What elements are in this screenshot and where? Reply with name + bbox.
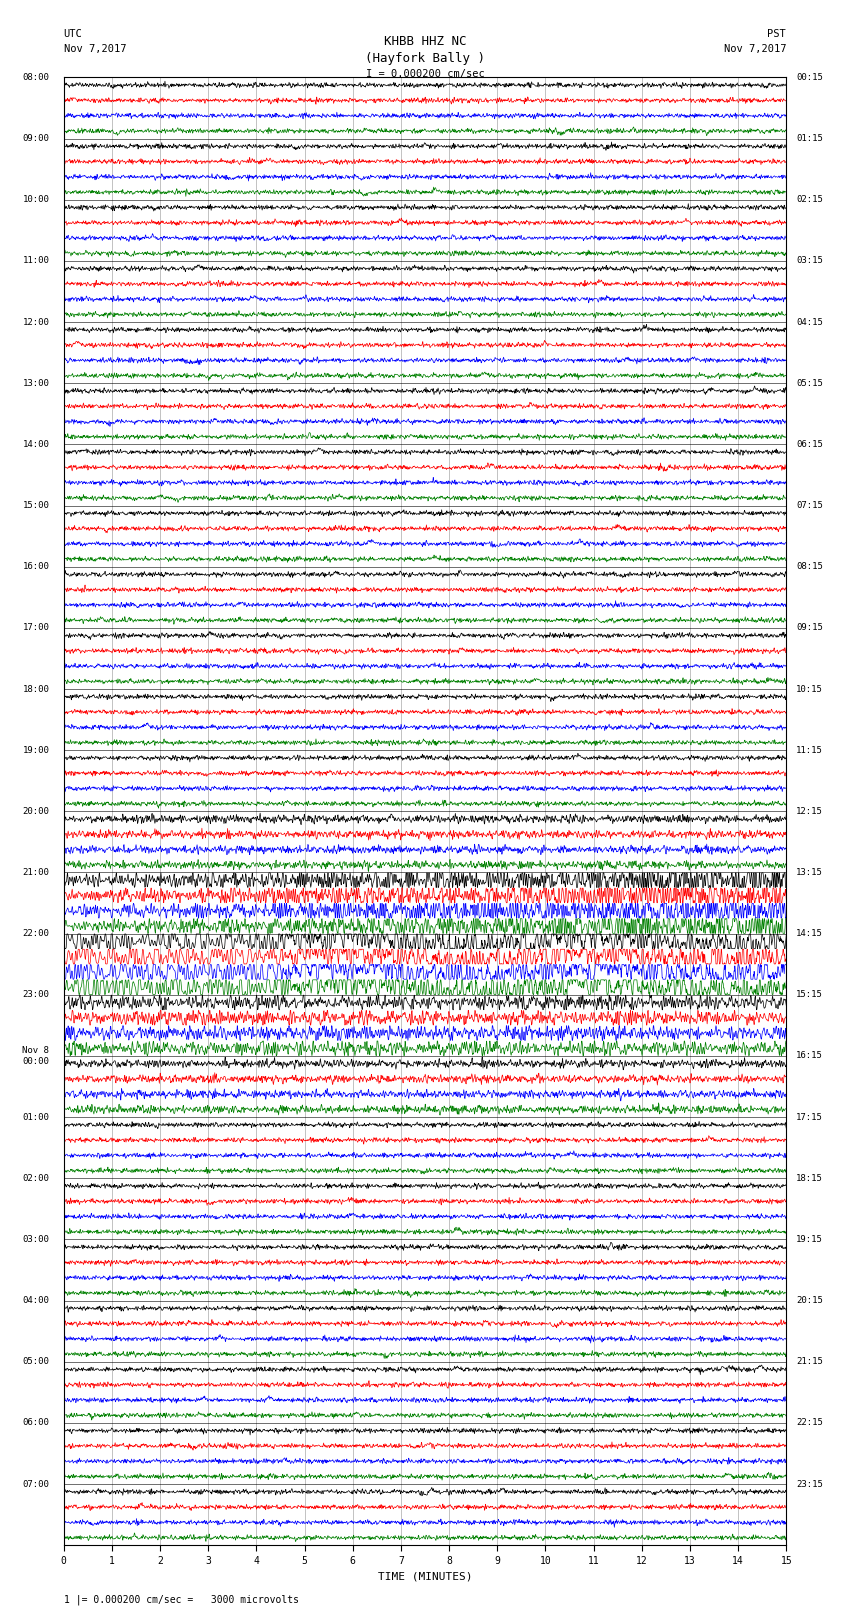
Text: 18:00: 18:00	[22, 684, 49, 694]
Text: 16:00: 16:00	[22, 563, 49, 571]
Text: 14:15: 14:15	[796, 929, 823, 939]
Text: 19:15: 19:15	[796, 1236, 823, 1244]
Text: 13:00: 13:00	[22, 379, 49, 387]
Text: 09:00: 09:00	[22, 134, 49, 144]
Text: 20:15: 20:15	[796, 1297, 823, 1305]
Text: 22:00: 22:00	[22, 929, 49, 939]
Text: 11:00: 11:00	[22, 256, 49, 266]
Text: 12:00: 12:00	[22, 318, 49, 326]
Text: 1 |= 0.000200 cm/sec =   3000 microvolts: 1 |= 0.000200 cm/sec = 3000 microvolts	[64, 1594, 298, 1605]
Text: 16:15: 16:15	[796, 1052, 823, 1060]
Text: 21:00: 21:00	[22, 868, 49, 877]
Text: 10:00: 10:00	[22, 195, 49, 205]
Text: 19:00: 19:00	[22, 745, 49, 755]
Text: 03:15: 03:15	[796, 256, 823, 266]
Text: 17:15: 17:15	[796, 1113, 823, 1121]
Text: 06:15: 06:15	[796, 440, 823, 448]
Text: 14:00: 14:00	[22, 440, 49, 448]
Text: 23:00: 23:00	[22, 990, 49, 1000]
Text: 06:00: 06:00	[22, 1418, 49, 1428]
Text: 07:15: 07:15	[796, 502, 823, 510]
Text: 13:15: 13:15	[796, 868, 823, 877]
Text: 04:15: 04:15	[796, 318, 823, 326]
Text: 07:00: 07:00	[22, 1479, 49, 1489]
Text: (Hayfork Bally ): (Hayfork Bally )	[365, 52, 485, 65]
Text: 15:15: 15:15	[796, 990, 823, 1000]
Text: Nov 8
00:00: Nov 8 00:00	[22, 1047, 49, 1066]
Text: 05:15: 05:15	[796, 379, 823, 387]
Text: 12:15: 12:15	[796, 806, 823, 816]
Text: PST: PST	[768, 29, 786, 39]
Text: 08:00: 08:00	[22, 73, 49, 82]
Text: 15:00: 15:00	[22, 502, 49, 510]
Text: 22:15: 22:15	[796, 1418, 823, 1428]
Text: 09:15: 09:15	[796, 623, 823, 632]
Text: 23:15: 23:15	[796, 1479, 823, 1489]
Text: 10:15: 10:15	[796, 684, 823, 694]
Text: 21:15: 21:15	[796, 1357, 823, 1366]
Text: 01:00: 01:00	[22, 1113, 49, 1121]
Text: 08:15: 08:15	[796, 563, 823, 571]
X-axis label: TIME (MINUTES): TIME (MINUTES)	[377, 1571, 473, 1581]
Text: 18:15: 18:15	[796, 1174, 823, 1182]
Text: Nov 7,2017: Nov 7,2017	[64, 44, 127, 53]
Text: 01:15: 01:15	[796, 134, 823, 144]
Text: 05:00: 05:00	[22, 1357, 49, 1366]
Text: 03:00: 03:00	[22, 1236, 49, 1244]
Text: 17:00: 17:00	[22, 623, 49, 632]
Text: KHBB HHZ NC: KHBB HHZ NC	[383, 35, 467, 48]
Text: 04:00: 04:00	[22, 1297, 49, 1305]
Text: 02:15: 02:15	[796, 195, 823, 205]
Text: 02:00: 02:00	[22, 1174, 49, 1182]
Text: 00:15: 00:15	[796, 73, 823, 82]
Text: Nov 7,2017: Nov 7,2017	[723, 44, 786, 53]
Text: 11:15: 11:15	[796, 745, 823, 755]
Text: UTC: UTC	[64, 29, 82, 39]
Text: I = 0.000200 cm/sec: I = 0.000200 cm/sec	[366, 69, 484, 79]
Text: 20:00: 20:00	[22, 806, 49, 816]
